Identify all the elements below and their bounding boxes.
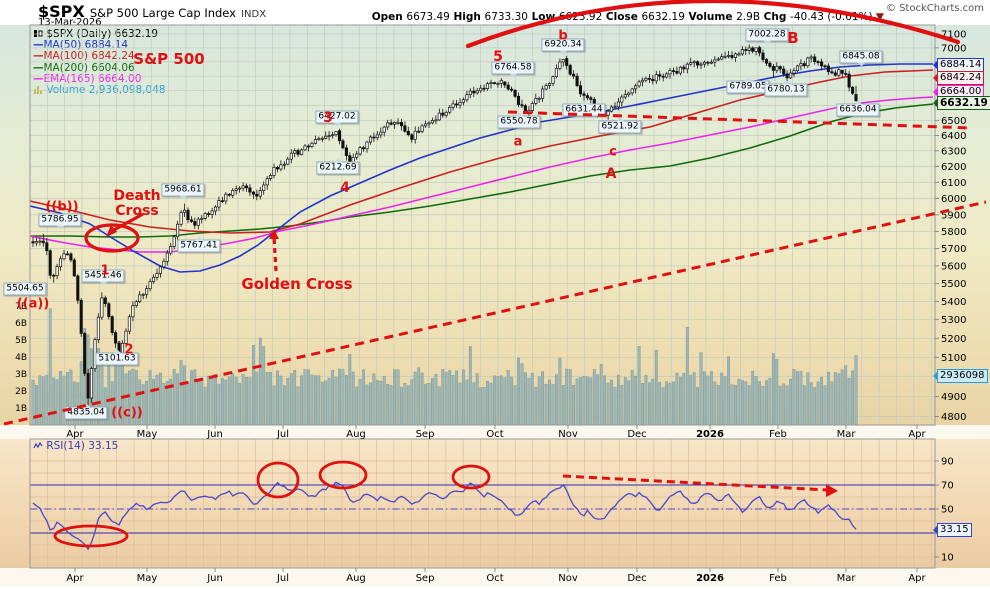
- legend-ema165: —EMA(165) 6664.00: [33, 72, 142, 85]
- chart-date: 13-Mar-2026: [38, 17, 102, 28]
- legend-ma100: —MA(100) 6842.24: [33, 50, 135, 63]
- legend-ema165-label: EMA(165) 6664.00: [43, 72, 142, 85]
- legend-ma100-label: MA(100) 6842.24: [43, 50, 135, 63]
- rsi-legend: RSI(14) 33.15: [33, 440, 118, 452]
- legend-spx: $SPX (Daily) 6632.19: [33, 29, 166, 40]
- rsi-panel-background: [0, 439, 990, 568]
- volume-bars-icon: [34, 85, 42, 94]
- quote-chg-value: -40.43 (-0.61%): [790, 11, 873, 23]
- chg-down-arrow-icon: ▼: [872, 11, 884, 23]
- quote-high-label: High: [449, 11, 485, 23]
- candlestick-icon: [34, 30, 43, 37]
- quote-high-value: 6733.30: [484, 11, 528, 23]
- quote-open-label: Open: [371, 11, 407, 23]
- quote-low-value: 6623.92: [558, 11, 603, 23]
- copyright-label[interactable]: © StockCharts.com: [885, 3, 984, 14]
- quote-close-label: Close: [602, 11, 642, 23]
- month-axis-strip: [0, 425, 990, 439]
- index-name-label: S&P 500 Large Cap Index: [89, 6, 236, 20]
- chart-title: $SPX S&P 500 Large Cap Index INDX: [38, 2, 266, 21]
- legend-spx-label: $SPX (Daily) 6632.19: [46, 28, 159, 40]
- quote-chg-label: Chg: [760, 11, 791, 23]
- symbol-label: $SPX: [38, 2, 85, 21]
- rsi-icon: [33, 441, 43, 449]
- legend-ma50-label: MA(50) 6884.14: [43, 39, 129, 52]
- exchange-label: INDX: [241, 9, 267, 20]
- legend: $SPX (Daily) 6632.19 —MA(50) 6884.14 —MA…: [33, 29, 166, 96]
- quote-summary: Open 6673.49 High 6733.30 Low 6623.92 Cl…: [372, 11, 884, 23]
- quote-open-value: 6673.49: [406, 11, 450, 23]
- legend-ma50: —MA(50) 6884.14: [33, 39, 129, 52]
- legend-ma200-label: MA(200) 6604.06: [43, 61, 135, 74]
- legend-volume: Volume 2,936,098,048: [33, 85, 166, 96]
- legend-volume-label: Volume 2,936,098,048: [46, 83, 166, 96]
- quote-volume-value: 2.9B: [736, 11, 761, 23]
- quote-close-value: 6632.19: [641, 11, 685, 23]
- rsi-label: RSI(14) 33.15: [46, 440, 119, 452]
- quote-low-label: Low: [527, 11, 559, 23]
- quote-volume-label: Volume: [684, 11, 737, 23]
- legend-ma200: —MA(200) 6604.06: [33, 61, 135, 74]
- bottom-month-axis-strip: [0, 568, 990, 586]
